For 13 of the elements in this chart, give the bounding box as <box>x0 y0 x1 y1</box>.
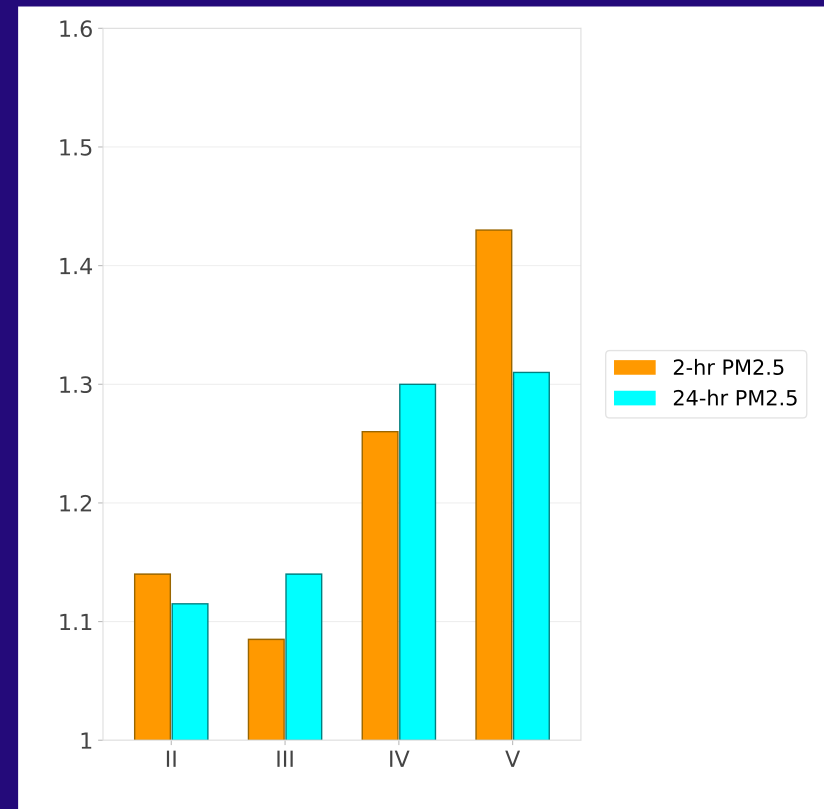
x-tick-label: III <box>277 750 293 767</box>
y-tick-label: 1.6 <box>60 20 92 38</box>
x-tick-label: V <box>505 750 520 767</box>
x-tick-label: IV <box>390 750 410 767</box>
y-tick-label: 1.1 <box>60 614 92 630</box>
y-tick-label: 1.2 <box>60 494 92 512</box>
y-tick-label: 1.4 <box>60 258 92 274</box>
legend-label: 2-hr PM2.5 <box>674 358 784 376</box>
y-tick-label: 1.3 <box>60 376 92 394</box>
legend-label: 24-hr PM2.5 <box>674 389 797 406</box>
y-tick-label: 1 <box>82 732 92 749</box>
x-tick-label: II <box>166 750 176 767</box>
y-tick-label: 1.5 <box>60 139 92 156</box>
